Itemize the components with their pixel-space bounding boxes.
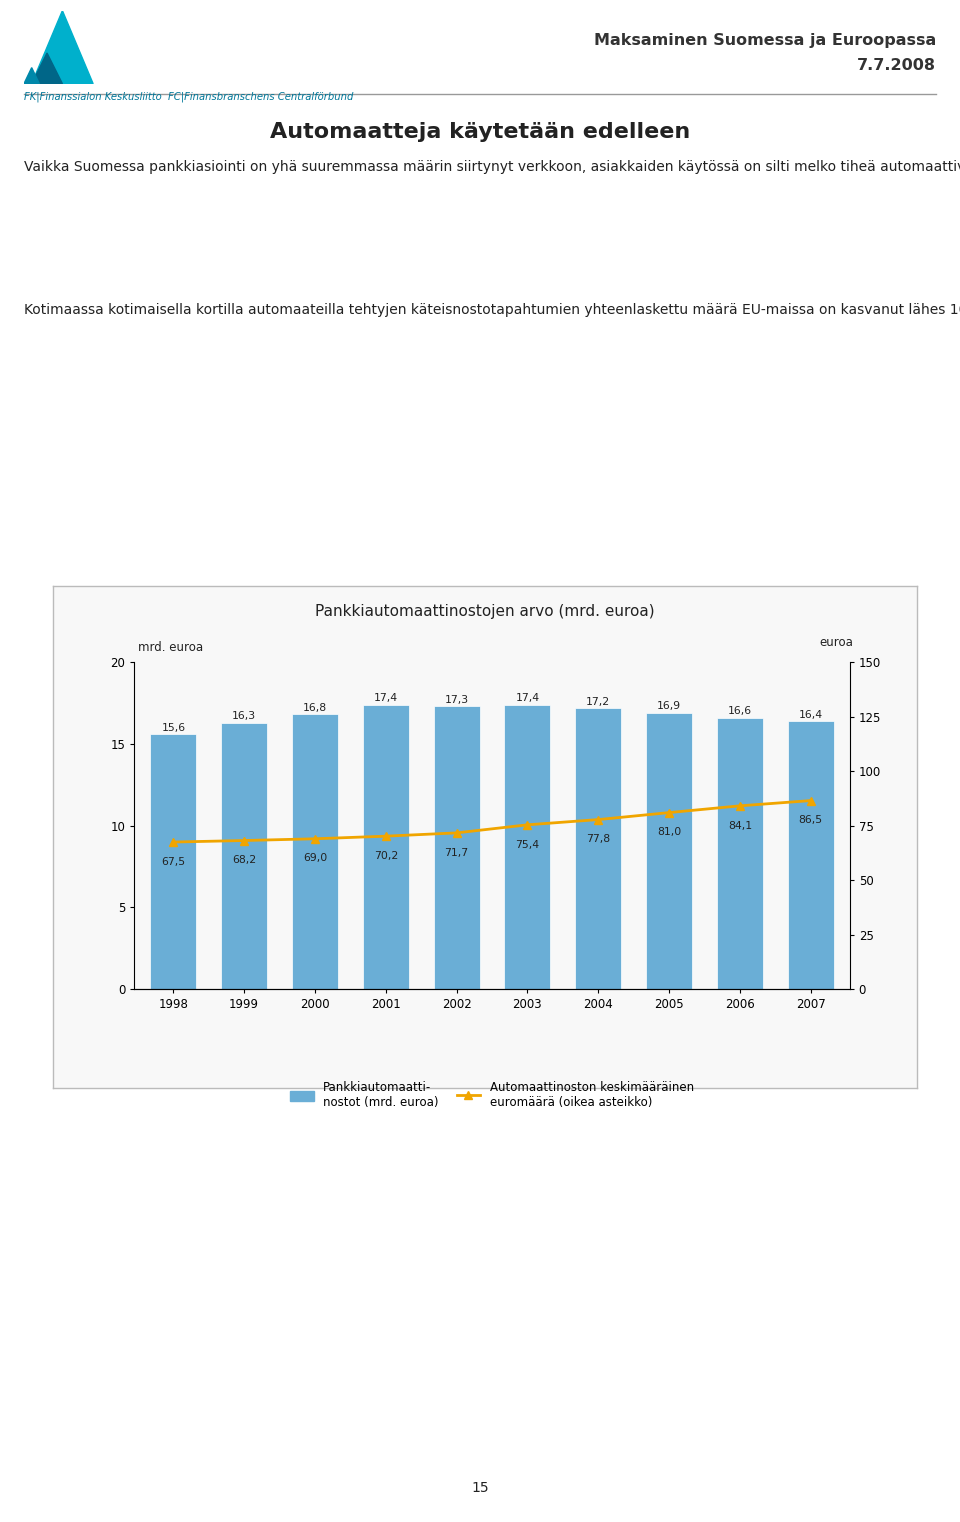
Text: Maksaminen Suomessa ja Euroopassa: Maksaminen Suomessa ja Euroopassa: [593, 33, 936, 49]
Text: 75,4: 75,4: [516, 840, 540, 849]
Text: 17,3: 17,3: [444, 696, 468, 705]
Bar: [787, 721, 833, 989]
Text: 77,8: 77,8: [587, 834, 611, 845]
Text: 15,6: 15,6: [161, 723, 185, 732]
Text: 69,0: 69,0: [302, 854, 327, 863]
Bar: [717, 718, 763, 989]
Text: 17,4: 17,4: [373, 694, 397, 703]
Bar: [221, 723, 267, 989]
Bar: [646, 712, 692, 989]
Text: 71,7: 71,7: [444, 848, 468, 857]
Bar: [434, 706, 480, 989]
Text: 70,2: 70,2: [373, 851, 397, 861]
Bar: [292, 714, 338, 989]
Bar: [151, 734, 197, 989]
Text: 67,5: 67,5: [161, 857, 185, 866]
Text: 15: 15: [471, 1481, 489, 1495]
Text: 81,0: 81,0: [657, 828, 682, 837]
Text: 17,4: 17,4: [516, 694, 540, 703]
Text: 84,1: 84,1: [728, 820, 752, 831]
Text: euroa: euroa: [819, 636, 853, 648]
Text: 68,2: 68,2: [232, 855, 256, 864]
Text: 16,4: 16,4: [799, 709, 823, 720]
Text: Automaatteja käytetään edelleen: Automaatteja käytetään edelleen: [270, 122, 690, 142]
Text: 16,8: 16,8: [303, 703, 327, 714]
Bar: [575, 708, 621, 989]
Text: 16,9: 16,9: [657, 702, 681, 711]
Text: Vaikka Suomessa pankkiasiointi on yhä suuremmassa määrin siirtynyt verkkoon, asi: Vaikka Suomessa pankkiasiointi on yhä su…: [24, 160, 960, 174]
Polygon shape: [32, 53, 62, 84]
Polygon shape: [24, 67, 39, 84]
Bar: [363, 705, 409, 989]
Text: 7.7.2008: 7.7.2008: [857, 58, 936, 73]
Text: 16,6: 16,6: [728, 706, 752, 717]
Legend: Pankkiautomaatti-
nostot (mrd. euroa), Automaattinoston keskimääräinen
euromäärä: Pankkiautomaatti- nostot (mrd. euroa), A…: [285, 1076, 699, 1114]
Text: mrd. euroa: mrd. euroa: [138, 641, 204, 654]
Text: 16,3: 16,3: [232, 711, 256, 721]
Text: FK|Finanssialon Keskusliitto  FC|Finansbranschens Centralförbund: FK|Finanssialon Keskusliitto FC|Finansbr…: [24, 91, 353, 102]
Text: Kotimaassa kotimaisella kortilla automaateilla tehtyjen käteisnostotapahtumien y: Kotimaassa kotimaisella kortilla automaa…: [24, 303, 960, 318]
Polygon shape: [32, 11, 93, 84]
Bar: [504, 705, 550, 989]
Text: Pankkiautomaattinostojen arvo (mrd. euroa): Pankkiautomaattinostojen arvo (mrd. euro…: [315, 604, 655, 619]
Text: 17,2: 17,2: [587, 697, 611, 706]
Text: 86,5: 86,5: [799, 816, 823, 825]
